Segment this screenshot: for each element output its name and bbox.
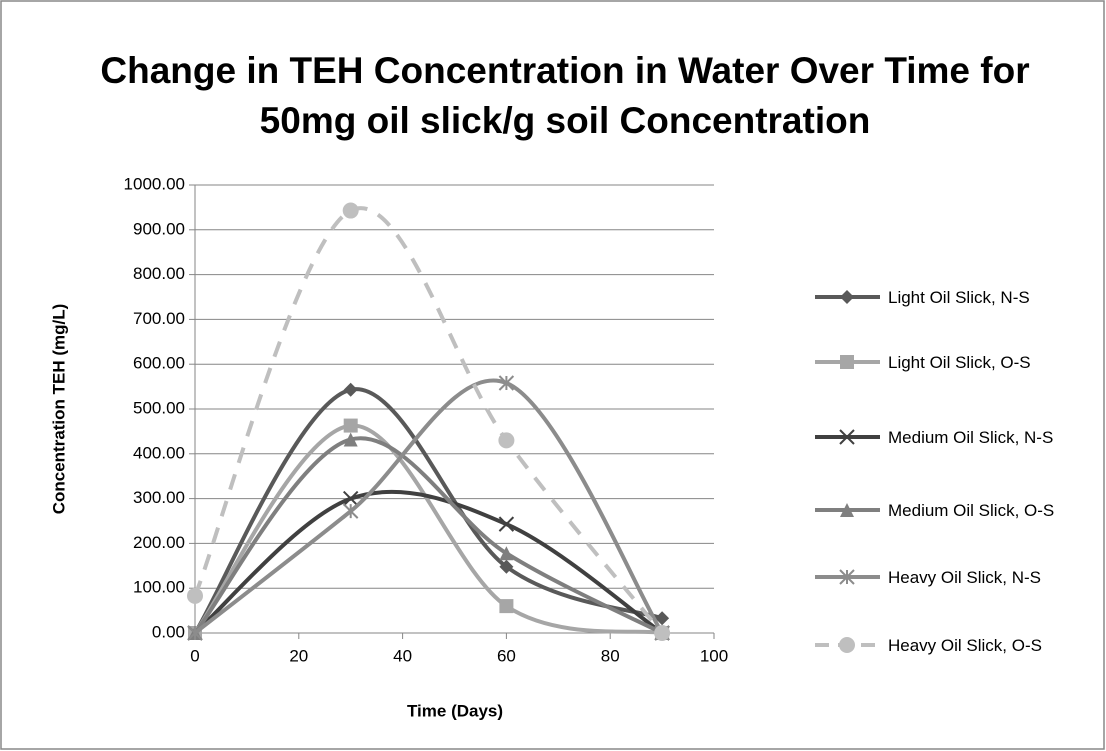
marker <box>187 625 203 641</box>
marker <box>499 599 514 614</box>
x-tick-label: 100 <box>700 646 728 665</box>
marker <box>342 490 359 507</box>
y-tick-label: 500.00 <box>133 398 185 417</box>
y-tick-label: 600.00 <box>133 354 185 373</box>
y-tick-label: 0.00 <box>152 622 185 641</box>
marker <box>839 637 855 653</box>
legend-label: Light Oil Slick, O-S <box>888 352 1031 372</box>
legend-label: Heavy Oil Slick, N-S <box>888 567 1042 587</box>
marker <box>343 382 358 397</box>
x-axis-label: Time (Days) <box>407 701 503 720</box>
marker <box>499 559 514 574</box>
marker <box>655 611 670 626</box>
marker <box>498 516 515 532</box>
legend-label: Medium Oil Slick, O-S <box>888 500 1055 520</box>
marker <box>840 290 854 304</box>
legend-label: Light Oil Slick, N-S <box>888 287 1030 307</box>
chart-title: Change in TEH Concentration in Water Ove… <box>100 50 1030 141</box>
marker <box>498 375 515 391</box>
marker <box>654 625 671 641</box>
y-tick-label: 800.00 <box>133 264 185 283</box>
series-line <box>193 436 664 635</box>
marker <box>342 503 359 519</box>
y-tick-label: 400.00 <box>133 443 185 462</box>
y-tick-label: 100.00 <box>133 578 185 597</box>
legend-label: Heavy Oil Slick, O-S <box>888 635 1042 655</box>
x-tick-label: 40 <box>393 646 412 665</box>
marker <box>839 569 855 585</box>
x-tick-label: 20 <box>289 646 308 665</box>
series-line <box>193 423 663 635</box>
marker <box>840 355 854 369</box>
marker <box>343 418 358 433</box>
marker <box>839 429 855 445</box>
y-tick-label: 1000.00 <box>124 174 185 193</box>
marker <box>498 432 515 449</box>
marker <box>499 546 514 561</box>
legend-label: Medium Oil Slick, N-S <box>888 427 1054 447</box>
x-tick-label: 0 <box>190 646 199 665</box>
y-tick-label: 200.00 <box>133 533 185 552</box>
y-tick-label: 700.00 <box>133 309 185 328</box>
marker <box>840 503 854 517</box>
y-axis-label: Concentration TEH (mg/L) <box>49 304 68 515</box>
y-tick-label: 900.00 <box>133 219 185 238</box>
series-line <box>193 387 663 635</box>
x-tick-label: 80 <box>601 646 620 665</box>
series-line <box>193 489 664 635</box>
marker <box>343 432 358 447</box>
series-line <box>193 378 664 635</box>
series-line <box>193 206 664 635</box>
marker <box>187 587 203 604</box>
y-tick-label: 300.00 <box>133 488 185 507</box>
x-tick-label: 60 <box>497 646 516 665</box>
marker <box>342 202 359 219</box>
